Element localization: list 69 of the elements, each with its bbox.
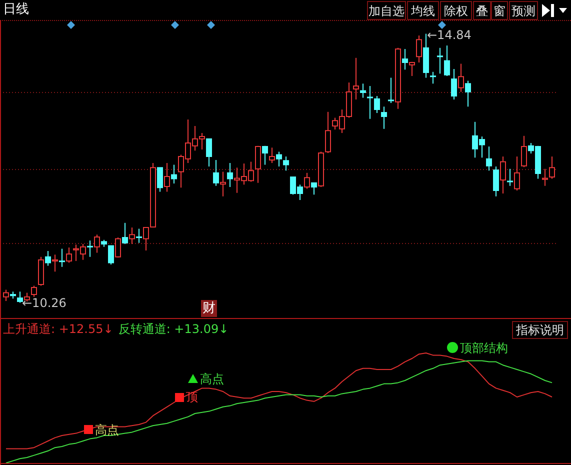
candlestick [360, 83, 366, 98]
text: 反转通道: +13.09↓ [118, 322, 229, 336]
candlestick [444, 44, 450, 77]
candlestick [3, 289, 9, 302]
candlestick [367, 86, 373, 120]
candlestick [52, 254, 58, 272]
candlestick [311, 182, 317, 196]
annotation: 财 [201, 300, 217, 317]
candlestick [325, 111, 331, 154]
candlestick [416, 35, 422, 64]
candlestick [66, 247, 72, 264]
candlestick [157, 167, 163, 192]
candlestick [451, 68, 457, 100]
candlestick [430, 71, 436, 84]
candlestick [31, 285, 37, 298]
candlestick [507, 168, 513, 186]
candlestick [129, 227, 135, 244]
candlestick [164, 162, 170, 192]
candlestick [115, 237, 121, 258]
candlestick [269, 147, 275, 164]
candlestick [486, 146, 492, 172]
candlestick [206, 138, 212, 167]
text: 叠 [473, 1, 491, 20]
candlestick [549, 156, 555, 180]
text: 上升通道: +12.55↓ [3, 322, 114, 336]
text: 加自选 [367, 1, 406, 20]
candlestick [514, 156, 520, 192]
candlestick [381, 106, 387, 130]
candlestick [500, 156, 506, 194]
candlestick [87, 240, 93, 258]
candlestick [136, 228, 142, 244]
candlestick [108, 245, 114, 266]
candlestick [45, 250, 51, 266]
candlestick [59, 248, 65, 268]
text: 预测 [509, 1, 538, 20]
candlestick [402, 48, 408, 70]
candlestick [388, 77, 394, 104]
annotation: 高点 [200, 372, 224, 386]
candlestick [374, 96, 380, 114]
candlestick [304, 172, 310, 190]
candlestick [227, 162, 233, 188]
candlestick [353, 57, 359, 100]
text: 指标说明 [512, 321, 568, 339]
candlestick [122, 222, 128, 244]
candlestick [276, 151, 282, 167]
annotation: ←14.84 [427, 28, 472, 42]
text: 除权 [440, 1, 472, 20]
candlestick [458, 63, 464, 92]
candlestick [220, 171, 226, 197]
candlestick [17, 291, 23, 304]
candlestick [437, 47, 443, 74]
candlestick [465, 80, 471, 108]
annotation: 顶 [186, 390, 198, 404]
candlestick [171, 164, 177, 184]
candlestick [521, 135, 527, 168]
candlestick [262, 145, 268, 166]
candlestick [409, 61, 415, 77]
candlestick [94, 234, 100, 254]
text: 均线 [407, 1, 439, 20]
candlestick [542, 168, 548, 186]
candlestick [255, 145, 261, 184]
annotation: 顶部结构 [460, 341, 508, 355]
candlestick [493, 166, 499, 197]
candlestick [283, 156, 289, 172]
annotation: 高点 [95, 423, 119, 437]
text: 窗 [491, 1, 508, 20]
candlestick [213, 160, 219, 186]
annotation: ←10.26 [22, 296, 66, 310]
chart-title: 日线 [3, 2, 29, 17]
